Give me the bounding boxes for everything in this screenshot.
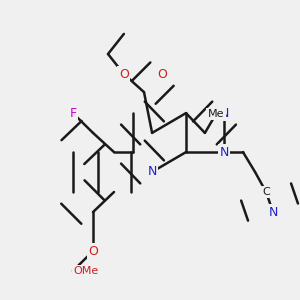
Text: N: N: [147, 165, 157, 178]
Text: Me: Me: [208, 109, 224, 119]
Text: O: O: [88, 244, 98, 258]
Text: C: C: [262, 187, 270, 197]
Text: O: O: [119, 68, 129, 81]
Text: O: O: [157, 68, 167, 81]
Text: N: N: [219, 106, 229, 120]
Text: N: N: [268, 206, 278, 219]
Text: OMe: OMe: [73, 266, 98, 276]
Text: N: N: [219, 146, 229, 159]
Text: F: F: [69, 106, 76, 120]
